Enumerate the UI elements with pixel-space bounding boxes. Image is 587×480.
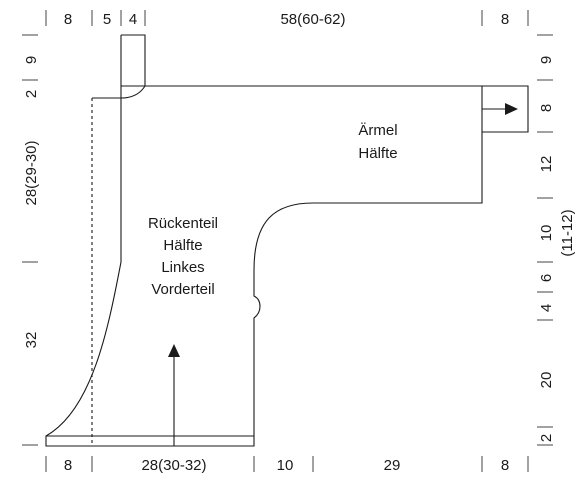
top-measure-5: 8 (501, 11, 509, 28)
bottom-measure-1: 8 (64, 457, 72, 474)
body-label: Rückenteil Hälfte Linkes Vorderteil (148, 215, 218, 298)
grain-arrow-head (168, 344, 180, 357)
sleeve-label: Ärmel Hälfte (358, 122, 397, 162)
right-measure-6: 6 (538, 274, 555, 282)
bottom-measurements: 8 28(30-32) 10 29 8 (45, 456, 529, 474)
left-measure-3: 28(29-30) (23, 140, 40, 205)
left-measure-1: 9 (23, 56, 40, 64)
shoulder-curve (92, 85, 146, 99)
right-measure-4: 10 (538, 225, 555, 242)
bottom-measure-3: 10 (277, 457, 294, 474)
garment-outline (45, 34, 529, 447)
top-measure-1: 8 (64, 11, 72, 28)
sleeve-arrow-head (505, 103, 518, 115)
arrow-marks (168, 103, 518, 446)
right-measure-8: 20 (538, 372, 555, 389)
bottom-measure-5: 8 (501, 457, 509, 474)
right-measurements: 9 8 12 10 (11-12) 6 4 20 2 (537, 34, 576, 446)
neck-band (121, 34, 146, 87)
top-measure-3: 4 (129, 11, 137, 28)
left-measurements: 9 2 28(29-30) 32 (22, 34, 40, 446)
sleeve-label-line-1: Ärmel (358, 122, 397, 139)
bottom-measure-4: 29 (384, 457, 401, 474)
front-dashed-outline (91, 85, 528, 446)
back-and-sleeve-outline (45, 35, 529, 447)
right-measure-1: 9 (538, 56, 555, 64)
top-measurements: 8 5 4 58(60-62) 8 (45, 10, 529, 28)
top-measure-4: 58(60-62) (280, 11, 345, 28)
sleeve-label-line-2: Hälfte (358, 145, 397, 162)
body-label-line-2: Hälfte (163, 237, 202, 254)
right-measure-5: (11-12) (559, 209, 576, 256)
right-measure-7: 4 (538, 304, 555, 312)
body-label-line-3: Linkes (161, 259, 204, 276)
bottom-measure-2: 28(30-32) (141, 457, 206, 474)
body-label-line-4: Vorderteil (151, 281, 214, 298)
top-measure-2: 5 (103, 11, 111, 28)
body-label-line-1: Rückenteil (148, 215, 218, 232)
right-measure-9: 2 (538, 434, 555, 442)
left-measure-2: 2 (23, 90, 40, 98)
right-measure-2: 8 (538, 104, 555, 112)
right-measure-3: 12 (538, 156, 555, 173)
left-measure-4: 32 (23, 332, 40, 349)
